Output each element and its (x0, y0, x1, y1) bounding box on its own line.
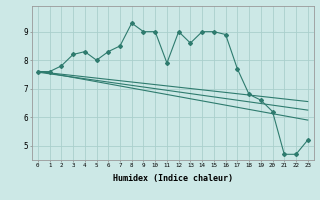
X-axis label: Humidex (Indice chaleur): Humidex (Indice chaleur) (113, 174, 233, 183)
